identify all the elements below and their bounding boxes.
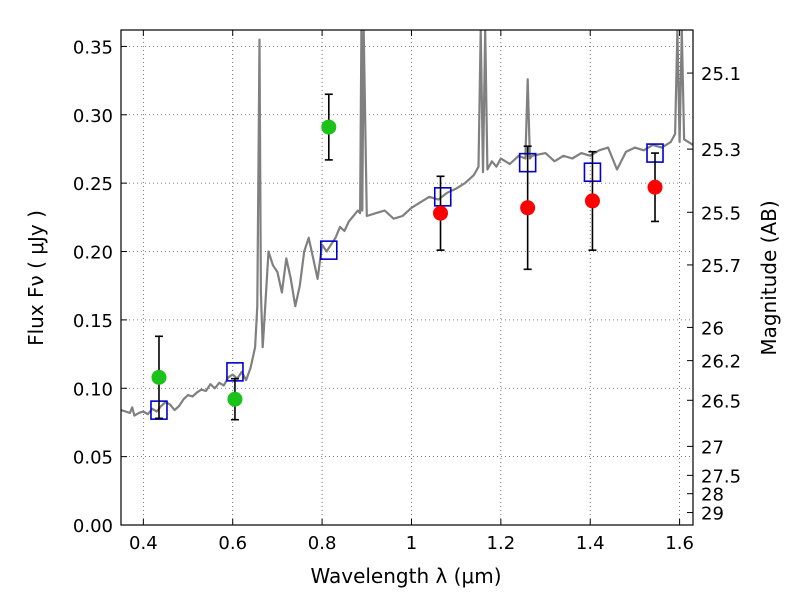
mag-tick-label: 27 <box>701 437 724 458</box>
mag-tick-label: 29 <box>701 504 724 525</box>
mag-tick-label: 25.1 <box>701 64 741 85</box>
photometry-point <box>647 179 663 195</box>
photometry-point <box>584 193 600 209</box>
y-tick-label: 0.25 <box>73 174 113 195</box>
mag-tick-label: 27.5 <box>701 466 741 487</box>
x-tick-label: 1.6 <box>665 533 694 554</box>
axis-labels: Wavelength λ (μm) Flux Fν ( μJy ) Magnit… <box>24 200 781 588</box>
y-tick-label: 0.30 <box>73 106 113 127</box>
axis-ticks: 0.4 0.6 0.8 1 1.2 1.4 1.6 0.00 0.05 0.10 0.15 0.20 0… <box>73 30 741 554</box>
y-tick-label: 0.05 <box>73 448 113 469</box>
mag-tick-label: 25.5 <box>701 203 741 224</box>
photometry-point <box>321 119 337 135</box>
mag-tick-label: 28 <box>701 485 724 506</box>
mag-tick-label: 25.3 <box>701 140 741 161</box>
x-tick-label: 1.4 <box>576 533 605 554</box>
mag-tick-label: 26 <box>701 318 724 339</box>
photometry-point <box>227 391 243 407</box>
y-axis-label: Flux Fν ( μJy ) <box>24 210 48 346</box>
x-tick-label: 0.4 <box>129 533 158 554</box>
x-tick-label: 0.8 <box>308 533 337 554</box>
x-tick-label: 1.2 <box>487 533 516 554</box>
model-square-point <box>433 187 452 207</box>
mag-tick-label: 25.7 <box>701 256 741 277</box>
x-axis-label: Wavelength λ (μm) <box>310 564 501 588</box>
y-tick-label: 0.15 <box>73 311 113 332</box>
plot-frame <box>120 29 694 526</box>
x-tick-label: 0.6 <box>218 533 247 554</box>
y-tick-label: 0.10 <box>73 379 113 400</box>
photometry-point <box>151 369 167 385</box>
sed-line <box>121 30 693 417</box>
clipped-series <box>121 30 693 421</box>
model-square-point <box>319 240 338 260</box>
y-tick-label: 0.35 <box>73 37 113 58</box>
data-series <box>121 30 693 421</box>
x-tick-label: 1 <box>406 533 417 554</box>
photometry-point <box>520 200 536 216</box>
y-tick-label: 0.00 <box>73 516 113 537</box>
y-tick-label: 0.20 <box>73 243 113 264</box>
mag-tick-label: 26.2 <box>701 352 741 373</box>
y-axis-right-label: Magnitude (AB) <box>757 200 781 355</box>
mag-tick-label: 26.5 <box>701 391 741 412</box>
photometry-point <box>433 205 449 221</box>
